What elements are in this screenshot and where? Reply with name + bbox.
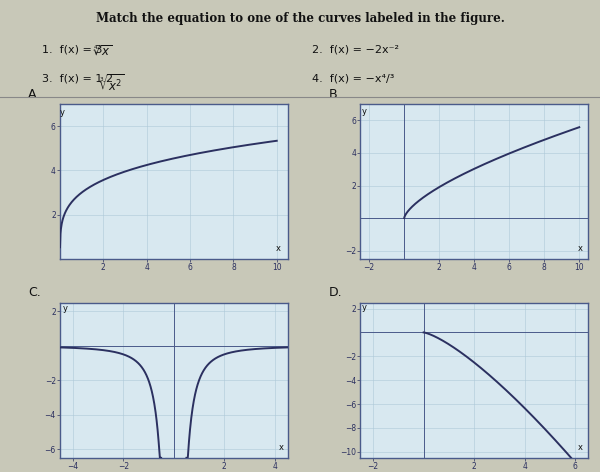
Text: y: y [362,303,367,312]
Text: 3.  f(x) = 1.2: 3. f(x) = 1.2 [42,73,113,83]
Text: y: y [62,304,67,313]
Text: x: x [578,443,583,452]
Text: $\sqrt[4]{x}$: $\sqrt[4]{x}$ [93,45,112,59]
Text: x: x [276,244,281,253]
Text: y: y [60,109,65,118]
Text: Match the equation to one of the curves labeled in the figure.: Match the equation to one of the curves … [95,12,505,25]
Text: A.: A. [28,88,40,101]
Text: D.: D. [329,287,342,299]
Text: x: x [279,443,284,452]
Text: 1.  f(x) = 3: 1. f(x) = 3 [42,45,103,55]
Text: $\sqrt[3]{x^2}$: $\sqrt[3]{x^2}$ [99,73,125,94]
Text: C.: C. [28,287,41,299]
Text: 2.  f(x) = −2x⁻²: 2. f(x) = −2x⁻² [312,45,399,55]
Text: y: y [361,107,366,116]
Text: B.: B. [329,88,341,101]
Text: 4.  f(x) = −x⁴/³: 4. f(x) = −x⁴/³ [312,73,394,83]
Text: x: x [577,244,583,253]
